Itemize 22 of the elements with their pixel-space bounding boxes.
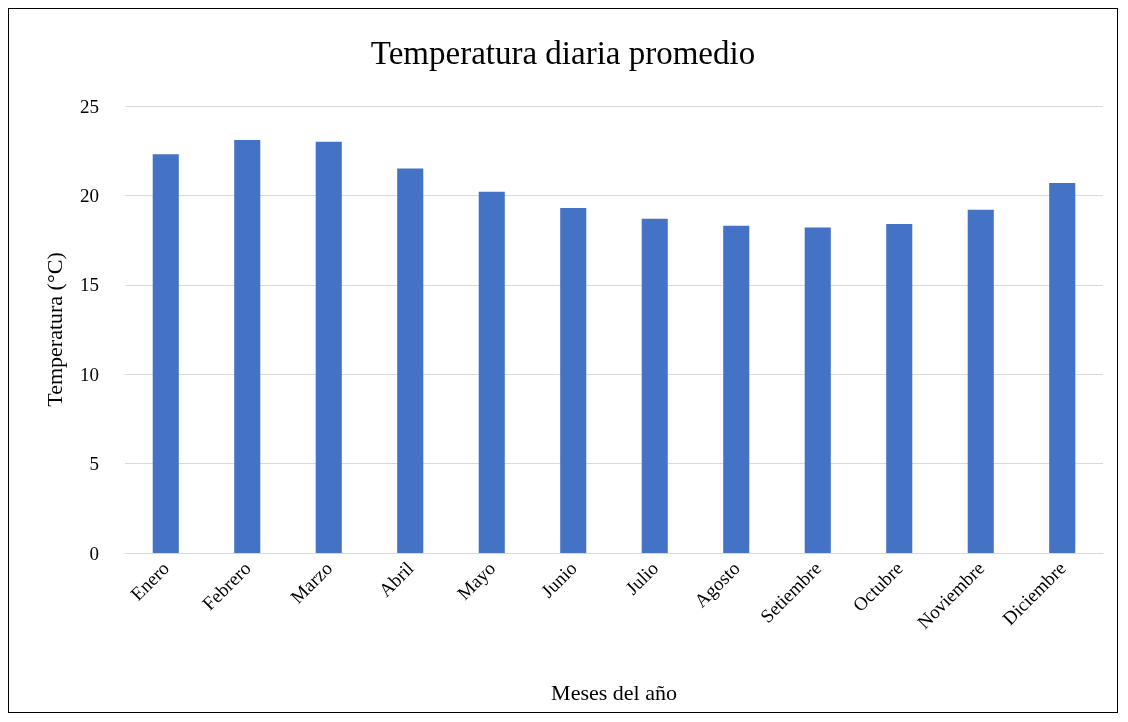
bar [315, 141, 342, 553]
y-axis-title: Temperatura (°C) [41, 252, 67, 407]
bar [478, 191, 505, 553]
bar [560, 207, 587, 553]
chart-title: Temperatura diaria promedio [370, 34, 756, 71]
bar [886, 224, 913, 553]
bar [1049, 182, 1076, 553]
y-tick-label: 5 [89, 453, 99, 475]
y-tick-label: 15 [80, 274, 99, 296]
bar [641, 218, 668, 553]
bar [967, 209, 994, 553]
y-tick-label: 20 [80, 184, 99, 206]
y-tick-label: 0 [89, 542, 99, 564]
y-tick-label: 10 [80, 363, 99, 385]
bar [804, 227, 831, 553]
bar [234, 139, 261, 553]
bar [397, 168, 424, 553]
bar [723, 225, 750, 553]
x-tick-label: Julio [621, 557, 663, 599]
x-axis-title: Meses del año [551, 679, 677, 705]
bar [152, 154, 179, 553]
y-tick-label: 25 [80, 95, 99, 117]
